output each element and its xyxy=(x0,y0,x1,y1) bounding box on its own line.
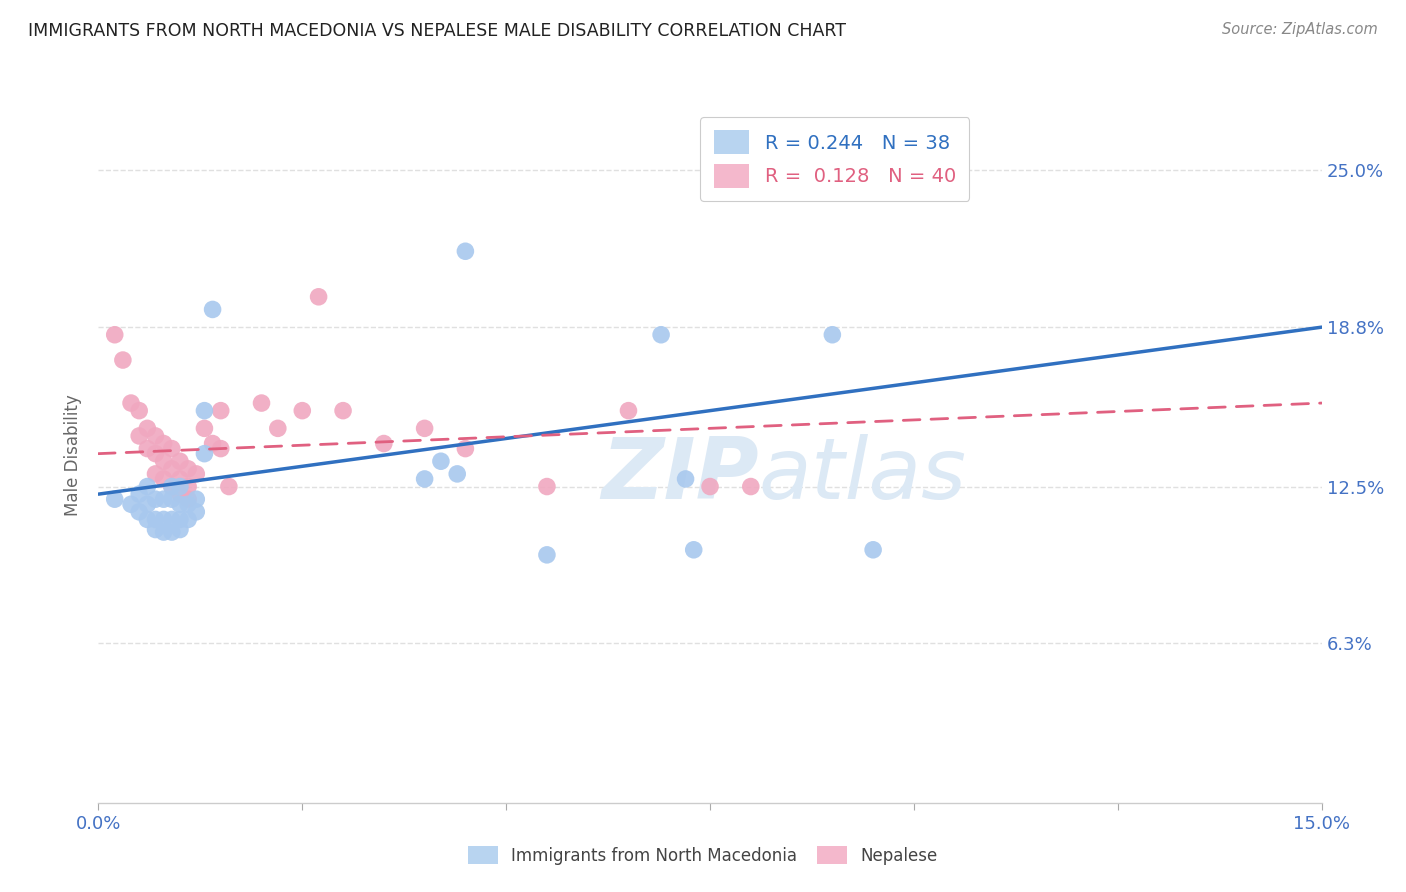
Point xyxy=(136,497,159,511)
Point xyxy=(152,436,174,450)
Point xyxy=(128,487,150,501)
Point xyxy=(169,523,191,537)
Point xyxy=(186,492,208,507)
Point xyxy=(169,454,191,468)
Point xyxy=(413,421,436,435)
Text: IMMIGRANTS FROM NORTH MACEDONIA VS NEPALESE MALE DISABILITY CORRELATION CHART: IMMIGRANTS FROM NORTH MACEDONIA VS NEPAL… xyxy=(28,22,846,40)
Point xyxy=(186,467,208,481)
Point xyxy=(152,492,174,507)
Point xyxy=(152,454,174,468)
Point xyxy=(699,479,721,493)
Point xyxy=(145,467,167,481)
Point xyxy=(160,525,183,540)
Point xyxy=(145,512,167,526)
Point xyxy=(193,403,215,417)
Point xyxy=(201,302,224,317)
Point xyxy=(675,472,697,486)
Point xyxy=(177,492,200,507)
Point xyxy=(160,442,183,456)
Point xyxy=(413,472,436,486)
Point xyxy=(177,497,200,511)
Y-axis label: Male Disability: Male Disability xyxy=(65,394,83,516)
Point xyxy=(169,479,191,493)
Point xyxy=(160,492,183,507)
Point xyxy=(650,327,672,342)
Point xyxy=(104,492,127,507)
Point xyxy=(160,479,183,493)
Point xyxy=(617,403,640,417)
Point xyxy=(145,492,167,507)
Point xyxy=(536,548,558,562)
Point xyxy=(454,244,477,259)
Point xyxy=(128,429,150,443)
Point xyxy=(160,512,183,526)
Point xyxy=(152,525,174,540)
Point xyxy=(136,442,159,456)
Point xyxy=(209,442,232,456)
Point xyxy=(186,505,208,519)
Point xyxy=(145,523,167,537)
Point xyxy=(145,447,167,461)
Point xyxy=(145,429,167,443)
Point xyxy=(120,497,142,511)
Point xyxy=(821,327,844,342)
Legend: Immigrants from North Macedonia, Nepalese: Immigrants from North Macedonia, Nepales… xyxy=(458,836,948,875)
Point xyxy=(454,442,477,456)
Point xyxy=(177,462,200,476)
Point xyxy=(136,479,159,493)
Point xyxy=(250,396,273,410)
Point xyxy=(152,472,174,486)
Point xyxy=(104,327,127,342)
Point xyxy=(128,403,150,417)
Point xyxy=(169,512,191,526)
Point xyxy=(536,479,558,493)
Point xyxy=(218,479,240,493)
Point xyxy=(169,472,191,486)
Point xyxy=(160,479,183,493)
Point xyxy=(177,479,200,493)
Point xyxy=(120,396,142,410)
Point xyxy=(160,462,183,476)
Point xyxy=(267,421,290,435)
Point xyxy=(136,421,159,435)
Point xyxy=(682,542,704,557)
Text: atlas: atlas xyxy=(759,434,967,517)
Point xyxy=(201,436,224,450)
Point xyxy=(111,353,134,368)
Point xyxy=(193,447,215,461)
Point xyxy=(152,512,174,526)
Point xyxy=(169,497,191,511)
Point xyxy=(446,467,468,481)
Text: Source: ZipAtlas.com: Source: ZipAtlas.com xyxy=(1222,22,1378,37)
Point xyxy=(308,290,330,304)
Point xyxy=(136,512,159,526)
Legend: R = 0.244   N = 38, R =  0.128   N = 40: R = 0.244 N = 38, R = 0.128 N = 40 xyxy=(700,117,969,202)
Point xyxy=(193,421,215,435)
Point xyxy=(291,403,314,417)
Point xyxy=(177,512,200,526)
Point xyxy=(862,542,884,557)
Point xyxy=(373,436,395,450)
Point xyxy=(332,403,354,417)
Point xyxy=(209,403,232,417)
Point xyxy=(430,454,453,468)
Point xyxy=(169,487,191,501)
Point xyxy=(128,505,150,519)
Text: ZIP: ZIP xyxy=(602,434,759,517)
Point xyxy=(740,479,762,493)
